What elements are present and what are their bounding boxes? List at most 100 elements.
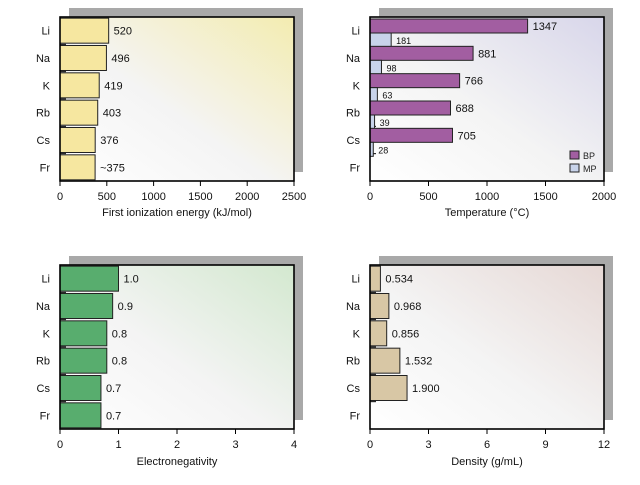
category-label-rb: Rb <box>346 356 360 368</box>
x-axis-label: First ionization energy (kJ/mol) <box>102 207 252 219</box>
data-label: 0.8 <box>112 356 127 368</box>
x-tick-label: 12 <box>598 439 610 451</box>
category-label-rb: Rb <box>36 356 50 368</box>
plot-background <box>370 17 604 181</box>
category-label-k: K <box>43 80 51 92</box>
data-label-mp: 28 <box>378 145 388 155</box>
bar-bp-na <box>369 45 474 61</box>
x-axis-label: Temperature (°C) <box>445 207 529 219</box>
legend-swatch-bp <box>569 150 580 160</box>
x-tick-label: 0 <box>367 191 373 203</box>
data-label: 1.900 <box>412 383 440 395</box>
data-label: 1.0 <box>124 274 139 286</box>
x-tick-label: 2000 <box>592 191 616 203</box>
category-label-fr: Fr <box>350 162 361 174</box>
data-label-bp: 688 <box>455 103 473 115</box>
bar-cs <box>369 375 408 401</box>
x-tick-label: 2 <box>174 439 180 451</box>
x-tick-label: 3 <box>232 439 238 451</box>
bar-cs <box>59 375 102 401</box>
data-label: 0.9 <box>118 301 133 313</box>
bar-rb <box>369 347 401 374</box>
x-tick-label: 1 <box>115 439 121 451</box>
data-label: 0.8 <box>112 328 127 340</box>
x-tick-label: 2000 <box>235 191 259 203</box>
data-label: 0.856 <box>392 328 420 340</box>
bar-li <box>59 265 119 292</box>
bar-mp-k <box>369 87 378 103</box>
legend-swatch-mp <box>569 163 580 173</box>
category-label-rb: Rb <box>36 108 50 120</box>
chart-panel-4: 0.534 0.968 0.856 1.532 1.900 Li Na K Rb Cs Fr 0 3 6 9… <box>346 256 613 468</box>
category-label-na: Na <box>346 301 361 313</box>
data-label: 0.534 <box>385 274 413 286</box>
data-label: 1.532 <box>405 356 433 368</box>
data-label-mp: 63 <box>382 91 392 101</box>
category-label-k: K <box>43 328 51 340</box>
category-label-na: Na <box>36 53 51 65</box>
data-label: 419 <box>104 80 122 92</box>
bar-bp-li <box>369 18 529 34</box>
data-label-mp: 98 <box>386 63 396 73</box>
x-tick-label: 4 <box>291 439 297 451</box>
bar-bp-cs <box>369 127 453 143</box>
category-label-li: Li <box>41 26 50 38</box>
data-label: 376 <box>100 135 118 147</box>
x-tick-label: 0 <box>57 439 63 451</box>
data-label-bp: 705 <box>457 130 475 142</box>
category-label-cs: Cs <box>347 135 361 147</box>
data-label: 0.7 <box>106 383 121 395</box>
bar-fr <box>59 402 102 429</box>
data-label-mp: 39 <box>380 118 390 128</box>
bar-bp-rb <box>369 100 451 116</box>
x-tick-label: 2500 <box>282 191 306 203</box>
bar-k <box>59 72 100 99</box>
x-tick-label: 1000 <box>475 191 499 203</box>
category-label-cs: Cs <box>37 383 51 395</box>
bar-na <box>59 45 107 71</box>
plot-background <box>370 265 604 429</box>
bar-li <box>369 265 381 292</box>
data-label-bp: 881 <box>478 48 496 60</box>
data-label: 496 <box>111 53 129 65</box>
data-label: 0.968 <box>394 301 422 313</box>
x-tick-label: 0 <box>57 191 63 203</box>
plot-background <box>60 265 294 429</box>
x-axis-label: Density (g/mL) <box>451 456 523 468</box>
data-label-bp: 1347 <box>533 21 557 33</box>
plot-frame <box>59 16 295 182</box>
bar-mp-li <box>369 32 392 48</box>
x-axis-label: Electronegativity <box>137 456 218 468</box>
bar-na <box>59 293 114 319</box>
category-label-k: K <box>353 80 361 92</box>
category-label-li: Li <box>351 26 360 38</box>
category-label-na: Na <box>346 53 361 65</box>
bar-na <box>369 293 390 319</box>
x-tick-label: 6 <box>484 439 490 451</box>
plot-background <box>60 17 294 181</box>
legend-label-bp: BP <box>583 151 595 161</box>
data-label-mp: 181 <box>396 36 411 46</box>
x-tick-label: 1500 <box>188 191 212 203</box>
bar-cs <box>59 127 96 153</box>
bar-fr <box>59 154 96 181</box>
chart-panel-1: 520 496 419 403 376 ~375 Li Na K Rb Cs Fr 0 500 1000 15… <box>36 8 306 219</box>
data-label-bp: 766 <box>465 76 483 88</box>
data-label: 403 <box>103 108 121 120</box>
category-label-li: Li <box>41 274 50 286</box>
category-label-fr: Fr <box>40 162 51 174</box>
x-tick-label: 500 <box>419 191 437 203</box>
bar-mp-na <box>369 59 382 75</box>
x-tick-label: 1500 <box>533 191 557 203</box>
category-label-fr: Fr <box>40 410 51 422</box>
category-label-na: Na <box>36 301 51 313</box>
category-label-cs: Cs <box>37 135 51 147</box>
bar-bp-k <box>369 73 461 89</box>
data-label: 520 <box>114 26 132 38</box>
chart-panel-2: 1347 181 881 98 766 63 688 39 705 28 BP MP Li Na K Rb Cs… <box>346 8 616 219</box>
bar-rb <box>59 347 108 374</box>
x-tick-label: 500 <box>98 191 116 203</box>
data-label: 0.7 <box>106 410 121 422</box>
